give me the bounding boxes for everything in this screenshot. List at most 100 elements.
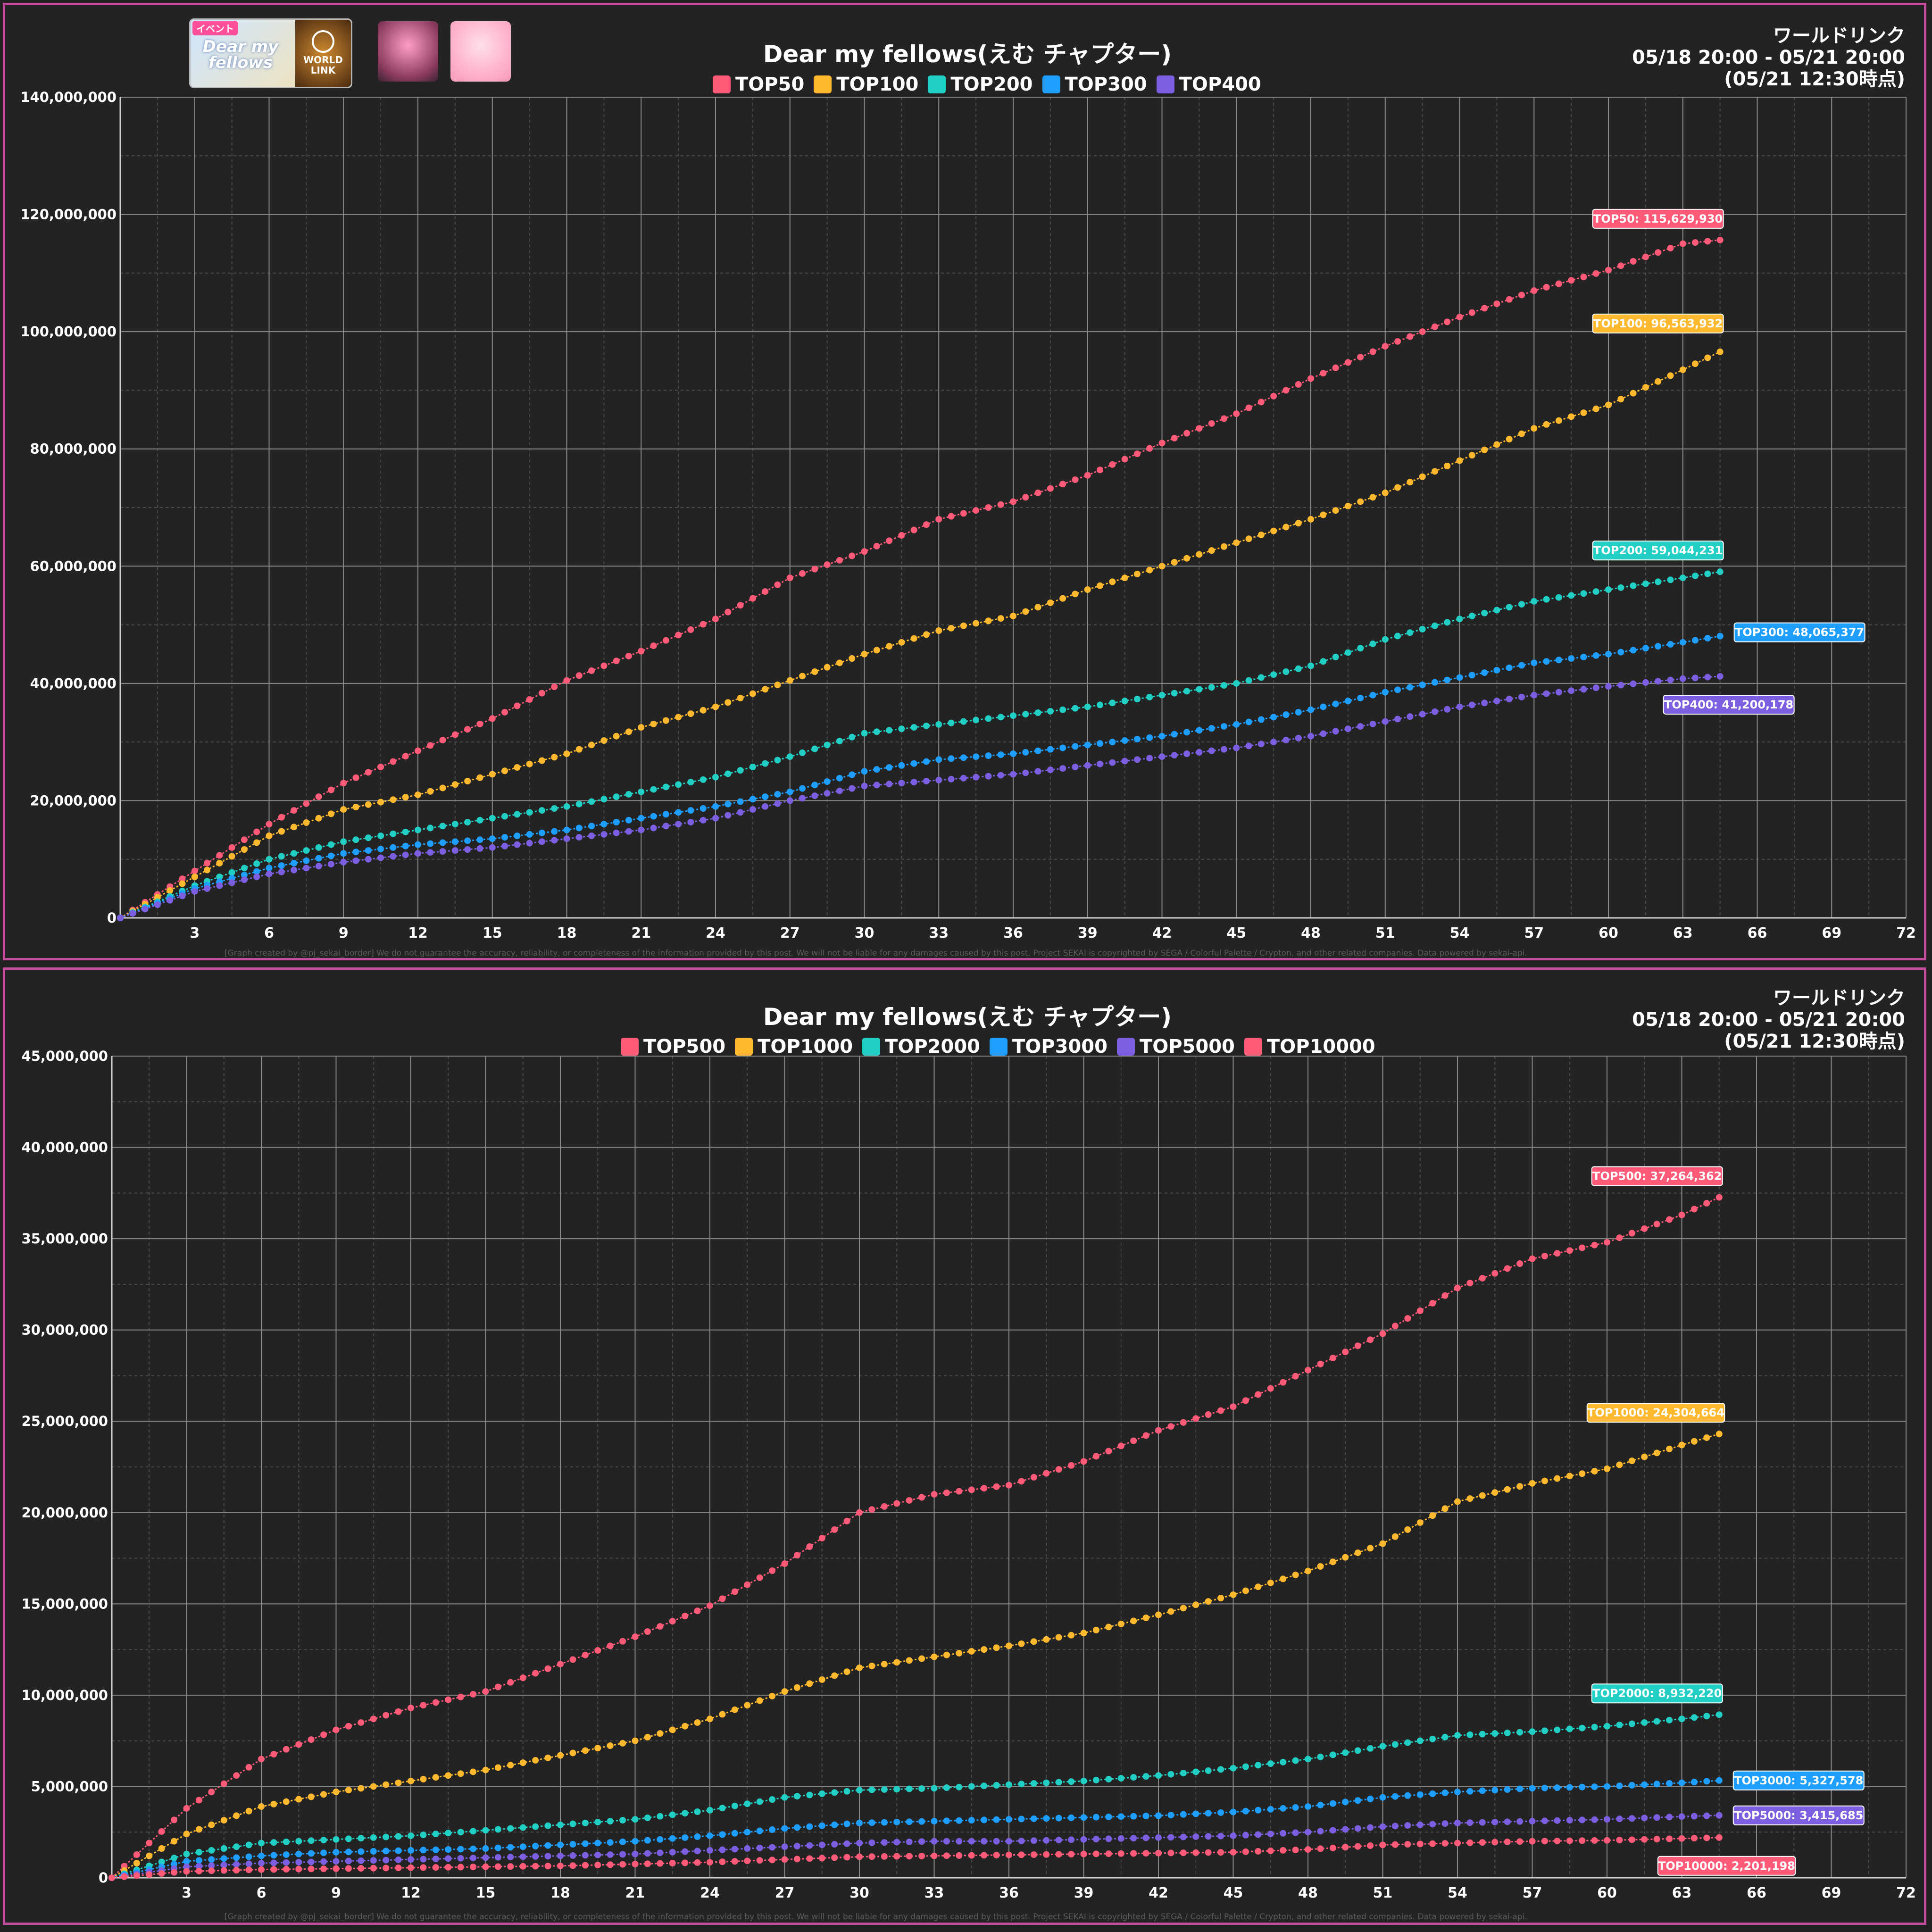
data-point <box>1391 1823 1399 1830</box>
data-point <box>948 513 955 520</box>
data-point <box>943 1838 950 1845</box>
data-point <box>315 855 322 862</box>
data-point <box>607 1742 614 1749</box>
data-point <box>806 1680 813 1687</box>
data-point <box>818 1822 825 1829</box>
data-point <box>632 1860 639 1867</box>
data-point <box>494 1844 501 1851</box>
data-point <box>308 1865 315 1873</box>
data-point <box>1715 1431 1723 1438</box>
data-point <box>1391 1323 1399 1330</box>
data-point <box>245 1866 252 1874</box>
data-point <box>544 1665 551 1672</box>
data-point <box>569 1862 576 1869</box>
data-point <box>1167 1812 1174 1819</box>
data-point <box>1703 1812 1710 1819</box>
data-point <box>898 762 905 769</box>
data-point <box>1010 771 1016 778</box>
legend-item: TOP300 <box>1042 74 1147 95</box>
data-point <box>557 1841 564 1849</box>
data-point <box>308 1850 315 1857</box>
data-point <box>682 1848 689 1855</box>
data-point <box>464 819 471 825</box>
data-point <box>1068 1462 1075 1469</box>
end-label: TOP3000: 5,327,578 <box>1734 1774 1863 1787</box>
data-point <box>1092 1626 1099 1633</box>
data-point <box>973 716 980 724</box>
data-point <box>1109 461 1116 468</box>
data-point <box>1466 1788 1474 1795</box>
data-point <box>1692 360 1699 367</box>
data-point <box>1367 1745 1374 1752</box>
data-point <box>1555 417 1562 424</box>
data-point <box>1655 578 1662 585</box>
end-label-box <box>1732 1770 1865 1790</box>
data-point <box>737 767 744 774</box>
data-point <box>906 1657 913 1664</box>
series-line <box>120 675 1720 919</box>
data-point <box>494 1863 501 1870</box>
data-point <box>1133 756 1141 763</box>
data-point <box>843 1820 850 1827</box>
data-point <box>1220 415 1227 422</box>
data-point <box>427 788 434 795</box>
data-point <box>756 1574 763 1581</box>
data-point <box>1006 1838 1012 1845</box>
data-point <box>824 741 831 749</box>
data-point <box>1666 1780 1673 1787</box>
data-point <box>1105 1835 1112 1842</box>
data-point <box>1270 527 1277 534</box>
data-point <box>873 782 880 789</box>
data-point <box>1628 1836 1635 1843</box>
data-point <box>836 787 843 794</box>
data-point <box>1531 691 1538 699</box>
end-label-box <box>1733 622 1865 642</box>
data-point <box>1329 1844 1336 1851</box>
data-point <box>968 1817 975 1824</box>
x-tick-label: 48 <box>1301 925 1321 941</box>
data-point <box>1591 1837 1598 1844</box>
data-point <box>1006 1642 1012 1649</box>
data-point <box>216 860 223 866</box>
data-point <box>1292 1572 1299 1579</box>
data-point <box>749 796 756 803</box>
data-point <box>1320 730 1327 737</box>
data-point <box>1369 640 1376 647</box>
data-point <box>320 1836 327 1843</box>
data-point <box>445 1864 452 1871</box>
data-point <box>220 1861 227 1868</box>
x-tick-label: 63 <box>1673 925 1693 941</box>
data-point <box>358 1719 365 1726</box>
data-point <box>270 1800 277 1807</box>
data-point <box>1679 675 1686 682</box>
data-point <box>1641 1815 1648 1822</box>
data-point <box>1394 484 1401 491</box>
data-point <box>1541 1817 1548 1824</box>
data-point <box>1342 1749 1349 1756</box>
data-point <box>1666 1716 1673 1724</box>
data-point <box>283 1865 290 1873</box>
x-tick-label: 72 <box>1896 1885 1916 1901</box>
data-point <box>1678 1779 1685 1786</box>
data-point <box>1109 739 1116 746</box>
data-point <box>1344 502 1351 509</box>
data-point <box>1481 609 1488 616</box>
chart-title: Dear my fellows(えむ チャプター) <box>763 1003 1172 1031</box>
data-point <box>1605 401 1612 408</box>
data-point <box>1394 716 1401 723</box>
data-point <box>1493 698 1500 705</box>
data-point <box>427 742 434 749</box>
data-point <box>993 1816 1000 1823</box>
series-line <box>120 351 1721 919</box>
data-point <box>756 1844 763 1851</box>
data-point <box>886 537 893 544</box>
legend-label: TOP2000 <box>885 1036 980 1058</box>
data-point <box>1543 596 1550 603</box>
data-point <box>749 763 756 770</box>
data-point <box>532 1863 539 1870</box>
data-point <box>793 1856 800 1863</box>
data-point <box>195 1867 202 1874</box>
data-point <box>489 844 496 851</box>
data-point <box>320 1731 327 1738</box>
data-point <box>1504 1265 1511 1272</box>
